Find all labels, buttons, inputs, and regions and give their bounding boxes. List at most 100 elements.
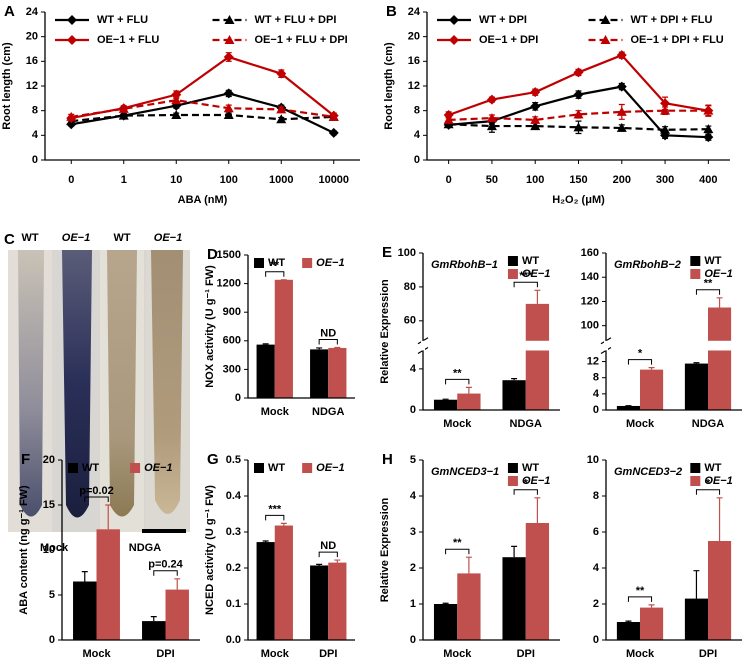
x-tick-label: 400 bbox=[699, 174, 717, 186]
x-tick-label: 200 bbox=[613, 174, 631, 186]
legend-marker bbox=[67, 15, 77, 25]
y-tick-label: 3 bbox=[410, 526, 416, 538]
legend-marker bbox=[224, 15, 235, 24]
significance-label: ND bbox=[320, 327, 336, 339]
legend-label: WT bbox=[82, 462, 99, 474]
bar bbox=[708, 307, 732, 410]
x-tick-label: Mock bbox=[82, 648, 111, 660]
legend-label: OE−1 bbox=[316, 462, 344, 474]
x-tick-label: 0 bbox=[68, 174, 74, 186]
scale-bar bbox=[142, 529, 186, 533]
x-tick-label: 300 bbox=[656, 174, 674, 186]
y-tick-label: 160 bbox=[581, 247, 599, 259]
legend-label: OE−1 bbox=[144, 462, 172, 474]
axis-gap bbox=[421, 340, 425, 351]
y-tick-label: 900 bbox=[223, 306, 241, 318]
error-bar bbox=[648, 604, 655, 608]
legend-label: WT bbox=[704, 255, 721, 267]
legend-marker bbox=[67, 35, 77, 45]
significance-bracket bbox=[695, 289, 721, 295]
axis bbox=[422, 460, 560, 641]
significance-bracket bbox=[153, 570, 178, 576]
marker bbox=[703, 132, 714, 143]
significance-label: ** bbox=[636, 585, 645, 597]
marker bbox=[616, 106, 627, 116]
root bbox=[18, 250, 44, 517]
chart: A Root length (cm) ABA (nM) 0 4 8 12 16 20 24 0 1 10… bbox=[1, 3, 360, 206]
x-tick-label: 0 bbox=[446, 174, 452, 186]
x-tick-label: 100 bbox=[526, 174, 544, 186]
marker bbox=[616, 81, 627, 92]
legend-swatch bbox=[690, 256, 701, 266]
error-bar bbox=[81, 571, 88, 582]
significance-bracket bbox=[265, 514, 285, 521]
y-tick-label: 4 bbox=[593, 388, 600, 400]
legend-label: OE−1 + FLU bbox=[97, 34, 159, 46]
bar bbox=[640, 607, 664, 640]
error-bar bbox=[511, 545, 518, 558]
y-tick-label: 6 bbox=[593, 526, 599, 538]
chart-title: GmRbohB−2 bbox=[614, 259, 681, 271]
x-tick-label: 10 bbox=[170, 174, 182, 186]
bar bbox=[310, 349, 329, 398]
error-bar bbox=[442, 602, 449, 604]
y-tick-label: 4 bbox=[410, 490, 417, 502]
y-tick-label: 24 bbox=[408, 6, 421, 18]
error-bar bbox=[280, 522, 287, 526]
bar bbox=[433, 399, 458, 410]
legend-label: WT bbox=[268, 257, 285, 269]
error-bar bbox=[262, 540, 269, 543]
y-tick-label: 8 bbox=[32, 105, 38, 117]
y-tick-label: 16 bbox=[26, 55, 38, 67]
bar bbox=[640, 369, 664, 410]
legend-label: OE−1 bbox=[522, 475, 550, 487]
y-tick-label: 8 bbox=[414, 105, 420, 117]
chart-title: GmRbohB−1 bbox=[431, 259, 498, 271]
marker bbox=[530, 101, 541, 112]
legend-swatch bbox=[254, 463, 264, 473]
legend-swatch bbox=[130, 463, 141, 473]
error-bar bbox=[316, 563, 323, 566]
marker bbox=[660, 98, 671, 109]
axis-break bbox=[417, 340, 560, 351]
significance-label: * bbox=[524, 478, 529, 490]
axis bbox=[61, 460, 200, 641]
chart: F ABA content (ng g⁻¹ FW) 0 5 10 15 20 Mock DPI W… bbox=[18, 451, 200, 660]
error-bar bbox=[262, 343, 269, 345]
x-tick-label: NDGA bbox=[692, 418, 724, 430]
legend-marker bbox=[600, 15, 611, 24]
significance-label: *** bbox=[268, 503, 282, 515]
y-tick-label: 0.2 bbox=[226, 562, 241, 574]
error-bar bbox=[465, 556, 472, 574]
marker bbox=[276, 68, 287, 79]
panel-label: E bbox=[382, 244, 392, 261]
bar bbox=[457, 573, 481, 640]
y-axis-label: Relative Expression bbox=[379, 279, 391, 384]
marker bbox=[223, 88, 234, 99]
legend-swatch bbox=[507, 463, 518, 473]
y-axis-label: Root length (cm) bbox=[383, 42, 395, 130]
y-tick-label: 0.4 bbox=[226, 490, 242, 502]
bar bbox=[616, 622, 640, 640]
legend-label: WT bbox=[704, 462, 721, 474]
chart: H Relative Expression GmNCED3−1 0 1 2 3 4 5 Mock D… bbox=[379, 451, 560, 660]
marker bbox=[573, 109, 584, 119]
legend-label: OE−1 bbox=[522, 268, 550, 280]
y-tick-label: 8 bbox=[593, 490, 599, 502]
y-tick-label: 15 bbox=[43, 499, 55, 511]
marker bbox=[573, 122, 584, 132]
y-tick-label: 0 bbox=[410, 404, 416, 416]
bar bbox=[328, 562, 347, 640]
bar bbox=[525, 303, 550, 410]
bar bbox=[274, 525, 293, 640]
chart-title: GmNCED3−1 bbox=[431, 466, 499, 478]
x-tick-label: 50 bbox=[486, 174, 498, 186]
axis bbox=[605, 460, 742, 641]
series-line bbox=[71, 99, 334, 118]
x-tick-label: Mock bbox=[261, 648, 290, 660]
marker bbox=[486, 113, 497, 123]
panel-label: C bbox=[4, 231, 15, 248]
x-tick-label: NDGA bbox=[510, 418, 542, 430]
y-axis-label: NCED activity (U g⁻¹ FW) bbox=[204, 485, 216, 615]
significance-label: p=0.24 bbox=[148, 559, 183, 571]
